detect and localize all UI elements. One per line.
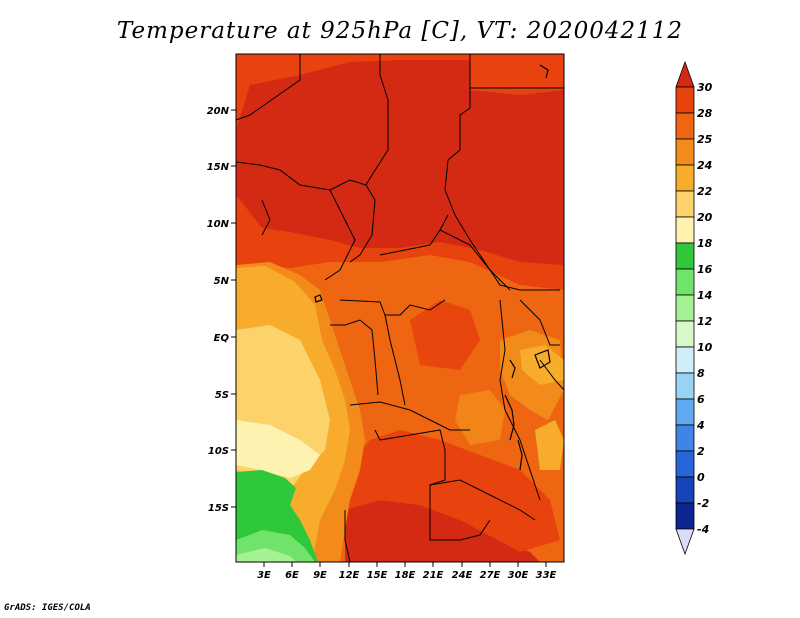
colorbar-segment — [675, 138, 695, 166]
colorbar-segment-lt-m4 — [675, 528, 695, 556]
colorbar-label: 18 — [697, 237, 713, 250]
lon-tick-label: 18E — [395, 570, 416, 581]
lon-tick-label: 9E — [313, 570, 327, 581]
colorbar-segment — [675, 164, 695, 192]
chart-title: Temperature at 925hPa [C], VT: 202004211… — [116, 18, 684, 44]
footer-credit: GrADS: IGES/COLA — [4, 603, 91, 613]
lon-axis: 3E 6E 9E 12E 15E 18E 21E 24E 27E 30E 33E — [257, 562, 557, 581]
lon-tick-label: 12E — [339, 570, 360, 581]
lon-tick-label: 30E — [508, 570, 529, 581]
colorbar — [675, 60, 695, 556]
colorbar-label: -2 — [697, 497, 710, 510]
colorbar-label: 6 — [697, 393, 705, 406]
lon-tick-label: 6E — [285, 570, 299, 581]
colorbar-label: -4 — [697, 523, 709, 536]
colorbar-segment — [675, 398, 695, 426]
colorbar-segment — [675, 372, 695, 400]
lat-tick-label: 15S — [208, 503, 229, 514]
colorbar-segment — [675, 112, 695, 140]
colorbar-segment — [675, 424, 695, 452]
colorbar-segment — [675, 86, 695, 114]
lon-tick-label: 27E — [480, 570, 501, 581]
colorbar-segment — [675, 268, 695, 296]
colorbar-segment — [675, 320, 695, 348]
lat-tick-label: 10S — [208, 446, 229, 457]
colorbar-label: 8 — [697, 367, 705, 380]
colorbar-segment — [675, 346, 695, 374]
colorbar-segment — [675, 476, 695, 504]
colorbar-label: 24 — [697, 159, 712, 172]
lon-tick-label: 33E — [536, 570, 557, 581]
lat-tick-label: EQ — [214, 333, 230, 344]
colorbar-label: 12 — [697, 315, 713, 328]
lon-tick-label: 24E — [452, 570, 473, 581]
colorbar-segment — [675, 242, 695, 270]
colorbar-segment-gt30 — [675, 60, 695, 88]
lon-tick-label: 3E — [257, 570, 271, 581]
lat-tick-label: 20N — [207, 106, 230, 117]
colorbar-segment — [675, 216, 695, 244]
colorbar-segment — [675, 502, 695, 530]
colorbar-label: 4 — [696, 419, 705, 432]
colorbar-label: 16 — [697, 263, 713, 276]
colorbar-labels: 30 28 25 24 22 20 18 16 14 12 10 8 6 4 2… — [696, 81, 713, 536]
lat-tick-label: 5N — [214, 276, 230, 287]
country-borders — [236, 54, 564, 562]
temperature-field — [236, 54, 564, 562]
colorbar-segment — [675, 294, 695, 322]
colorbar-segment — [675, 450, 695, 478]
colorbar-segment — [675, 190, 695, 218]
colorbar-label: 20 — [697, 211, 713, 224]
colorbar-label: 30 — [697, 81, 713, 94]
colorbar-label: 22 — [697, 185, 713, 198]
colorbar-label: 10 — [697, 341, 713, 354]
colorbar-label: 28 — [697, 107, 713, 120]
lat-tick-label: 10N — [207, 219, 230, 230]
lat-tick-label: 15N — [207, 162, 230, 173]
lat-axis: 20N 15N 10N 5N EQ 5S 10S 15S — [207, 106, 236, 514]
colorbar-label: 2 — [697, 445, 705, 458]
lat-tick-label: 5S — [215, 390, 229, 401]
colorbar-label: 0 — [697, 471, 705, 484]
colorbar-label: 25 — [697, 133, 713, 146]
lon-tick-label: 15E — [367, 570, 388, 581]
lakes — [314, 64, 551, 471]
lon-tick-label: 21E — [423, 570, 444, 581]
colorbar-label: 14 — [697, 289, 712, 302]
map-frame — [235, 53, 565, 563]
